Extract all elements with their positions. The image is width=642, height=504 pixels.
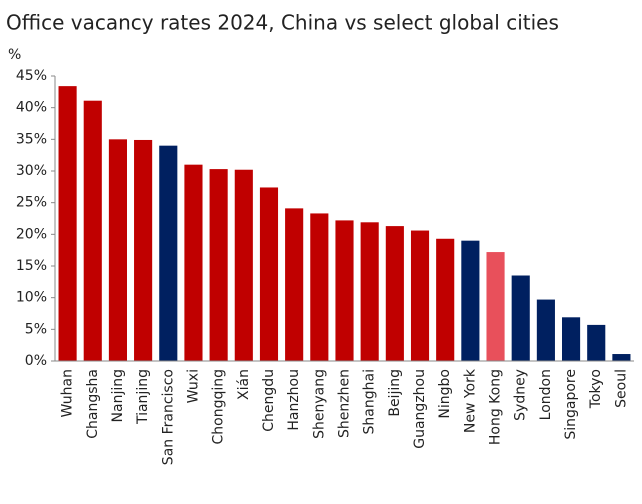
bar	[209, 169, 228, 361]
bar	[410, 230, 430, 361]
x-tick-label: Ningbo	[437, 369, 453, 419]
x-tick-label: Hong Kong	[488, 369, 504, 445]
bar	[562, 317, 581, 361]
bar	[58, 86, 77, 361]
y-tick-label: 20%	[16, 226, 47, 242]
bar	[108, 139, 127, 361]
bar	[486, 252, 505, 361]
bar	[285, 208, 304, 361]
x-tick-label: Changsha	[85, 369, 101, 439]
bar	[511, 275, 530, 361]
bar	[335, 220, 354, 361]
y-axis-label: %	[8, 47, 21, 63]
x-tick-label: Hanzhou	[286, 369, 302, 431]
x-tick-label: Nanjing	[110, 369, 126, 422]
bar	[234, 169, 253, 361]
x-tick-label: Tokyo	[588, 369, 604, 409]
bar	[159, 145, 178, 361]
bar	[461, 240, 480, 361]
x-tick-label: Wuxi	[185, 369, 201, 403]
x-tick-label: Chongqing	[211, 369, 227, 445]
bar	[259, 187, 279, 361]
x-tick-label: Beijing	[387, 369, 403, 417]
bar	[612, 354, 631, 361]
y-tick-label: 30%	[16, 163, 47, 179]
y-tick-label: 0%	[25, 353, 47, 369]
y-tick-label: 25%	[16, 195, 47, 211]
bar	[83, 100, 102, 361]
chart-title: Office vacancy rates 2024, China vs sele…	[6, 11, 559, 35]
bar	[436, 238, 455, 361]
y-tick-label: 15%	[16, 258, 47, 274]
x-tick-label: Chengdu	[261, 369, 277, 432]
x-tick-label: Seoul	[613, 369, 629, 408]
x-tick-label: Shenyang	[311, 369, 327, 439]
x-tick-label: San Francisco	[160, 369, 176, 465]
bar	[536, 299, 555, 361]
x-tick-label: Shanghai	[362, 369, 378, 434]
x-tick-label: Xián	[236, 369, 252, 400]
x-tick-label: Shenzhen	[337, 369, 353, 438]
y-tick-label: 10%	[16, 290, 47, 306]
x-tick-label: New York	[462, 368, 478, 433]
y-tick-label: 40%	[16, 100, 47, 116]
x-tick-label: Sydney	[513, 369, 529, 421]
y-tick-label: 5%	[25, 321, 47, 337]
bar	[134, 139, 153, 361]
x-tick-label: Tianjing	[135, 369, 151, 425]
x-tick-label: Guangzhou	[412, 369, 428, 449]
y-tick-label: 45%	[16, 68, 47, 84]
bar	[587, 324, 606, 361]
x-tick-label: Wuhan	[60, 369, 76, 418]
x-tick-label: London	[538, 369, 554, 420]
y-tick-label: 35%	[16, 131, 47, 147]
bar	[310, 213, 329, 361]
bar	[360, 222, 379, 361]
x-tick-label: Singapore	[563, 369, 579, 440]
bar	[184, 164, 203, 361]
bar	[385, 226, 404, 361]
